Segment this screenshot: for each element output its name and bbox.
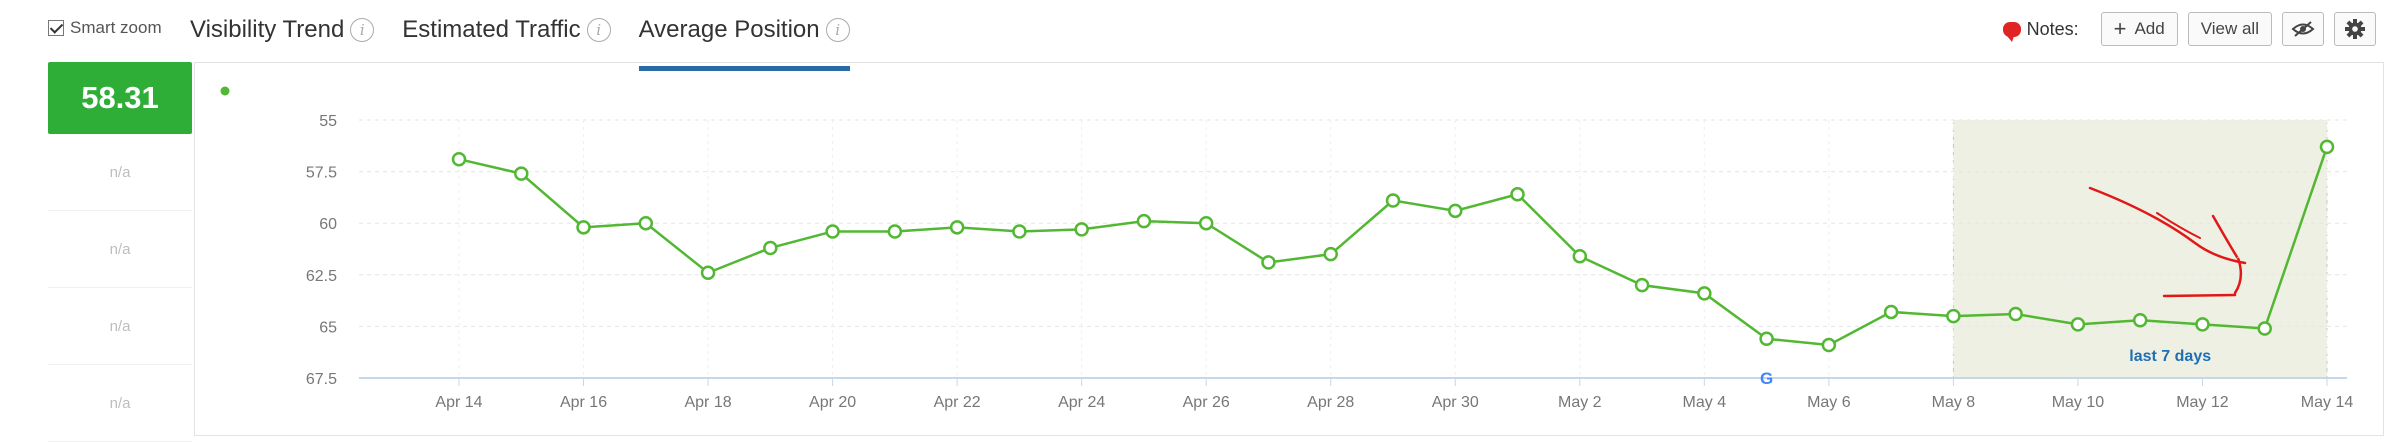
data-point: [2008, 306, 2023, 322]
data-point: [1883, 304, 1899, 320]
smart-zoom-label: Smart zoom: [70, 18, 162, 37]
data-point: [1759, 331, 1774, 347]
data-point: [2195, 317, 2210, 332]
x-tick-label: May 8: [1932, 394, 1976, 411]
view-all-notes-button[interactable]: View all: [2187, 12, 2272, 46]
metric-row-value: n/a: [48, 288, 192, 365]
data-point: [1634, 277, 1650, 293]
legend-dot: [220, 86, 230, 96]
gear-icon: [2345, 19, 2365, 39]
info-icon[interactable]: i: [825, 18, 850, 42]
view-all-label: View all: [2200, 19, 2259, 38]
plus-icon: +: [2113, 16, 2127, 41]
metric-row-value: n/a: [48, 365, 192, 442]
x-tick-label: Apr 20: [809, 394, 856, 411]
data-point: [1510, 187, 1525, 202]
data-point: [576, 220, 591, 235]
data-point: [887, 224, 903, 239]
tab-visibility-trend[interactable]: Visibility Trend i: [190, 12, 375, 48]
smart-zoom-toggle[interactable]: Smart zoom: [48, 18, 162, 38]
notes-label: Notes:: [2026, 18, 2079, 39]
x-tick-label: Apr 28: [1307, 394, 1354, 411]
x-tick-label: Apr 26: [1183, 394, 1230, 411]
scribble-arrow-stroke: [2162, 293, 2237, 298]
last-7-days-region: [1953, 120, 2327, 378]
info-icon[interactable]: i: [586, 18, 611, 42]
x-tick-label: May 12: [2176, 394, 2229, 411]
tab-label: Average Position: [638, 16, 820, 43]
data-point: [1821, 337, 1837, 353]
current-position-value: 58.31: [48, 62, 192, 134]
chart-frame: 55 57.5 60 62.5 65 67.5 Apr 14 Apr 16 Apr 18 Apr …: [194, 62, 2384, 436]
data-point: [2132, 312, 2148, 328]
tab-label: Estimated Traffic: [402, 16, 581, 43]
x-tick-label: Apr 18: [684, 394, 731, 411]
y-tick-label: 62.5: [306, 268, 337, 285]
data-point: [1136, 213, 1152, 229]
notes-controls: Notes: + Add View all: [2002, 12, 2376, 46]
x-tick-label: Apr 16: [560, 394, 607, 411]
x-tick-label: May 4: [1683, 394, 1727, 411]
data-point: [1697, 286, 1712, 301]
tab-estimated-traffic[interactable]: Estimated Traffic i: [402, 12, 611, 48]
data-point: [700, 265, 716, 280]
data-point: [2257, 321, 2272, 336]
eye-slash-icon: [2291, 21, 2315, 37]
data-point: [1261, 255, 1276, 270]
metric-row-value: n/a: [48, 134, 192, 211]
chart-tabs: Visibility Trend i Estimated Traffic i A…: [190, 12, 878, 71]
tab-label: Visibility Trend: [190, 16, 345, 43]
data-point: [514, 166, 529, 181]
y-tick-label: 55: [319, 113, 337, 130]
data-point: [1074, 222, 1089, 237]
x-tick-label: May 10: [2052, 394, 2105, 411]
chart-settings-button[interactable]: [2334, 12, 2376, 46]
info-icon[interactable]: i: [350, 18, 375, 42]
scribble-stroke: [2156, 212, 2201, 239]
hide-notes-button[interactable]: [2282, 12, 2324, 46]
average-position-chart[interactable]: 55 57.5 60 62.5 65 67.5 Apr 14 Apr 16 Apr 18 Apr …: [195, 63, 2383, 435]
x-tick-label: Apr 22: [934, 394, 981, 411]
y-tick-label: 67.5: [306, 371, 337, 388]
data-point: [825, 224, 840, 239]
highlight-label: last 7 days: [2129, 348, 2211, 365]
tab-average-position[interactable]: Average Position i: [638, 12, 850, 71]
chart-toolbar: Smart zoom Visibility Trend i Estimated …: [0, 0, 2396, 71]
data-point: [1572, 248, 1588, 264]
data-point: [1012, 224, 1027, 239]
note-bubble-icon: [2002, 21, 2021, 42]
x-tick-label: May 14: [2301, 394, 2354, 411]
data-point: [1198, 215, 1214, 231]
google-icon: G: [1760, 369, 1773, 388]
y-tick-label: 60: [319, 216, 337, 233]
y-tick-label: 57.5: [306, 165, 337, 182]
x-tick-label: Apr 30: [1432, 394, 1479, 411]
x-tick-label: May 6: [1807, 394, 1851, 411]
scribble-stroke: [2088, 186, 2247, 265]
data-point: [2070, 317, 2086, 332]
data-point: [2319, 139, 2335, 155]
data-point: [1946, 308, 1961, 324]
data-point: [638, 215, 654, 231]
metrics-column: 58.31 n/a n/a n/a n/a: [48, 62, 192, 442]
x-tick-label: May 2: [1558, 394, 1602, 411]
y-tick-label: 65: [319, 319, 337, 336]
data-point: [451, 151, 467, 167]
scribble-arrow-stroke: [2211, 214, 2243, 295]
data-point: [949, 220, 965, 235]
metric-row-value: n/a: [48, 211, 192, 288]
smart-zoom-checkbox[interactable]: [48, 20, 64, 36]
data-point: [1448, 203, 1463, 219]
data-point: [1385, 193, 1401, 208]
x-tick-label: Apr 24: [1058, 394, 1105, 411]
data-point: [763, 240, 778, 256]
add-note-button[interactable]: + Add: [2100, 12, 2178, 46]
x-tick-label: Apr 14: [435, 394, 482, 411]
data-point: [1323, 246, 1338, 262]
add-note-label: Add: [2134, 19, 2165, 38]
